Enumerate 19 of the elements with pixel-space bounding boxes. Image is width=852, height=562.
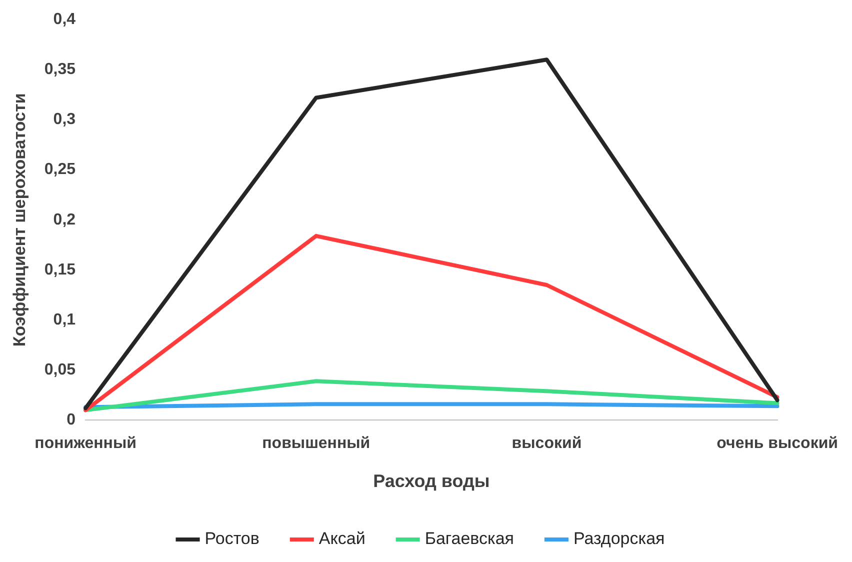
y-tick-label: 0,3 (53, 111, 76, 128)
y-tick-label: 0 (66, 412, 76, 429)
legend-label: Раздорская (573, 529, 665, 548)
legend-label: Аксай (318, 529, 366, 548)
legend-label: Багаевская (424, 529, 514, 548)
x-axis-title: Расход воды (373, 471, 490, 492)
y-tick-label: 0,4 (53, 11, 76, 28)
y-axis-title: Коэффициент шероховатости (10, 93, 29, 347)
y-tick-label: 0,15 (44, 261, 76, 278)
y-tick-label: 0,2 (53, 211, 76, 228)
x-tick-label: повышенный (262, 435, 370, 452)
x-tick-label: пониженный (34, 435, 136, 452)
y-tick-label: 0,35 (44, 61, 76, 78)
legend-label: Ростов (204, 529, 260, 548)
x-tick-label: высокий (512, 435, 582, 452)
y-tick-label: 0,1 (53, 311, 76, 328)
y-tick-label: 0,05 (44, 362, 76, 379)
x-tick-label: очень высокий (716, 435, 838, 452)
y-tick-label: 0,25 (44, 161, 76, 178)
